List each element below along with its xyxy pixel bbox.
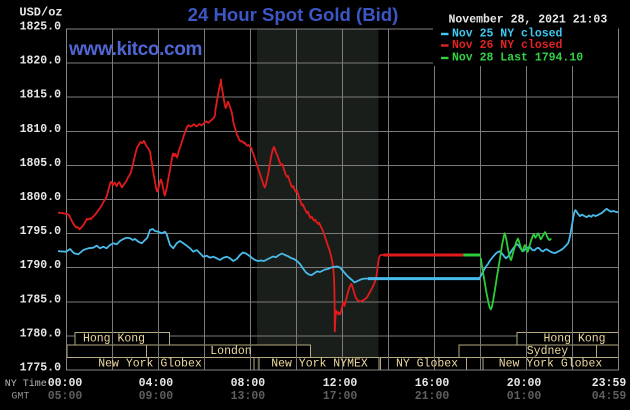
svg-text:04:00: 04:00 [139, 377, 174, 390]
svg-text:16:00: 16:00 [415, 377, 450, 390]
svg-text:New York Globex: New York Globex [98, 358, 202, 371]
svg-text:1775.0: 1775.0 [20, 362, 62, 375]
svg-text:Nov 28 Last 1794.10: Nov 28 Last 1794.10 [452, 52, 583, 65]
svg-text:London: London [210, 345, 251, 358]
svg-text:1780.0: 1780.0 [20, 327, 62, 340]
svg-text:1795.0: 1795.0 [20, 225, 62, 238]
svg-text:NY Time: NY Time [5, 378, 47, 390]
svg-text:GMT: GMT [11, 391, 29, 402]
svg-text:13:00: 13:00 [231, 390, 266, 403]
svg-text:04:59: 04:59 [592, 390, 627, 403]
svg-text:08:00: 08:00 [231, 377, 266, 390]
svg-text:05:00: 05:00 [48, 390, 83, 403]
svg-text:USD/oz: USD/oz [19, 6, 62, 20]
svg-text:Nov 25 NY closed: Nov 25 NY closed [452, 28, 563, 41]
svg-text:Nov 26 NY closed: Nov 26 NY closed [452, 39, 563, 52]
svg-text:24 Hour Spot Gold (Bid): 24 Hour Spot Gold (Bid) [188, 4, 399, 25]
svg-text:00:00: 00:00 [48, 377, 83, 390]
svg-text:1820.0: 1820.0 [20, 55, 62, 68]
svg-text:01:00: 01:00 [507, 390, 542, 403]
svg-text:Hong Kong: Hong Kong [543, 333, 605, 346]
svg-text:NY Globex: NY Globex [396, 358, 458, 371]
svg-text:21:00: 21:00 [415, 390, 450, 403]
svg-text:23:59: 23:59 [592, 377, 627, 390]
svg-text:Sydney: Sydney [527, 345, 569, 358]
svg-text:17:00: 17:00 [323, 390, 358, 403]
svg-text:1810.0: 1810.0 [20, 123, 62, 136]
svg-text:20:00: 20:00 [507, 377, 542, 390]
svg-text:1785.0: 1785.0 [20, 293, 62, 306]
svg-text:New York NYMEX: New York NYMEX [271, 358, 368, 371]
svg-text:www.kitco.com: www.kitco.com [68, 39, 202, 60]
svg-text:1825.0: 1825.0 [20, 21, 62, 34]
svg-text:09:00: 09:00 [139, 390, 174, 403]
svg-text:12:00: 12:00 [323, 377, 358, 390]
svg-text:1790.0: 1790.0 [20, 259, 62, 272]
svg-text:Hong Kong: Hong Kong [83, 333, 145, 346]
svg-text:November 28, 2021 21:03: November 28, 2021 21:03 [449, 13, 608, 26]
svg-text:New York Globex: New York Globex [499, 358, 603, 371]
svg-text:1815.0: 1815.0 [20, 89, 62, 102]
svg-text:1805.0: 1805.0 [20, 157, 62, 170]
svg-text:1800.0: 1800.0 [20, 191, 62, 204]
